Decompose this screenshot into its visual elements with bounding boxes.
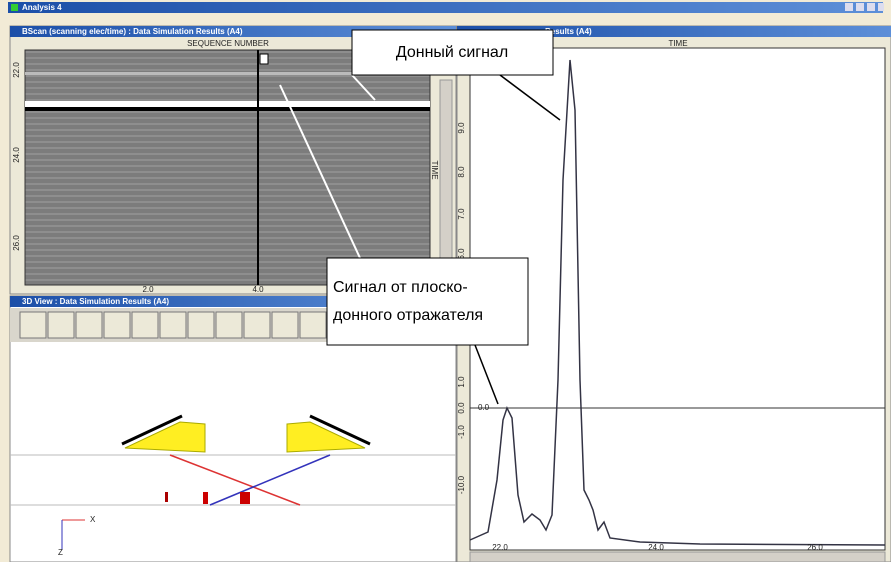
bscan-y-label: TIME	[430, 160, 439, 179]
defect	[165, 492, 168, 502]
window-title: Analysis 4	[22, 3, 62, 12]
arrow	[351, 74, 376, 101]
bscan-image	[24, 49, 431, 286]
bscan-title: BScan (scanning elec/time) : Data Simula…	[22, 27, 243, 36]
bscan-x-label: SEQUENCE NUMBER	[187, 39, 269, 48]
arrow	[474, 344, 499, 405]
ascan-x-label: TIME	[668, 39, 687, 48]
view3d-titlebar	[10, 296, 456, 307]
ascan-title: Results (A4)	[545, 27, 592, 36]
ascan-x-tick: 22.0	[492, 543, 508, 552]
ascan-plot	[469, 47, 886, 551]
window-titlebar	[8, 2, 883, 13]
ascan-y-tick: 7.0	[457, 208, 466, 220]
probe-left-element	[121, 414, 183, 446]
bscan-x-tick: 4.0	[252, 285, 264, 294]
axis-z-label: Z	[58, 548, 63, 557]
ascan-curve	[469, 59, 886, 546]
ascan-cursor-label: 0.0	[478, 403, 490, 412]
annotation: донного отражателя	[333, 307, 483, 324]
ascan-x-tick: 24.0	[648, 543, 664, 552]
bscan-x-tick: 2.0	[142, 285, 154, 294]
ascan-y-tick: 8.0	[457, 166, 466, 178]
probe-right	[286, 421, 366, 453]
annotation-box	[351, 29, 554, 76]
bscan-y-tick: 22.0	[12, 62, 21, 78]
bscan-scrollbar[interactable]	[439, 79, 453, 281]
window-icon	[11, 4, 18, 11]
ascan-y-tick: 0.0	[457, 402, 466, 414]
ascan-scrollbar[interactable]	[469, 551, 886, 562]
ascan-y-tick: -1.0	[457, 425, 466, 439]
annotation: Сигнал от плоско-	[333, 279, 468, 296]
ray-red	[169, 454, 301, 506]
probe-right-element	[309, 414, 371, 446]
bscan-backwall-dark	[25, 107, 430, 111]
ray-blue	[209, 454, 331, 506]
ascan-y-tick: 9.0	[457, 122, 466, 134]
defect	[240, 492, 250, 504]
bscan-echo	[25, 72, 430, 75]
view3d-title: 3D View : Data Simulation Results (A4)	[22, 297, 169, 306]
ascan-y-tick: 1.0	[457, 376, 466, 388]
arrow	[499, 74, 561, 121]
annotation: Донный сигнал	[396, 44, 508, 61]
bscan-backwall	[25, 101, 430, 107]
bscan-y-tick: 26.0	[12, 235, 21, 251]
ascan-y-tick: -10.0	[457, 475, 466, 494]
arrow	[279, 84, 361, 259]
bscan-y-tick: 24.0	[12, 147, 21, 163]
annotation-box	[326, 257, 529, 346]
axis-x-label: X	[90, 515, 96, 524]
window-buttons[interactable]	[845, 3, 884, 11]
toolbar-buttons[interactable]	[19, 311, 327, 339]
bscan-titlebar	[10, 26, 456, 37]
bscan-cursor-handle[interactable]	[259, 53, 269, 65]
ascan-y-tick: 6.0	[457, 248, 466, 260]
defect	[203, 492, 208, 504]
ascan-x-tick: 26.0	[807, 543, 823, 552]
ascan-titlebar	[457, 26, 891, 37]
probe-left	[124, 421, 206, 453]
